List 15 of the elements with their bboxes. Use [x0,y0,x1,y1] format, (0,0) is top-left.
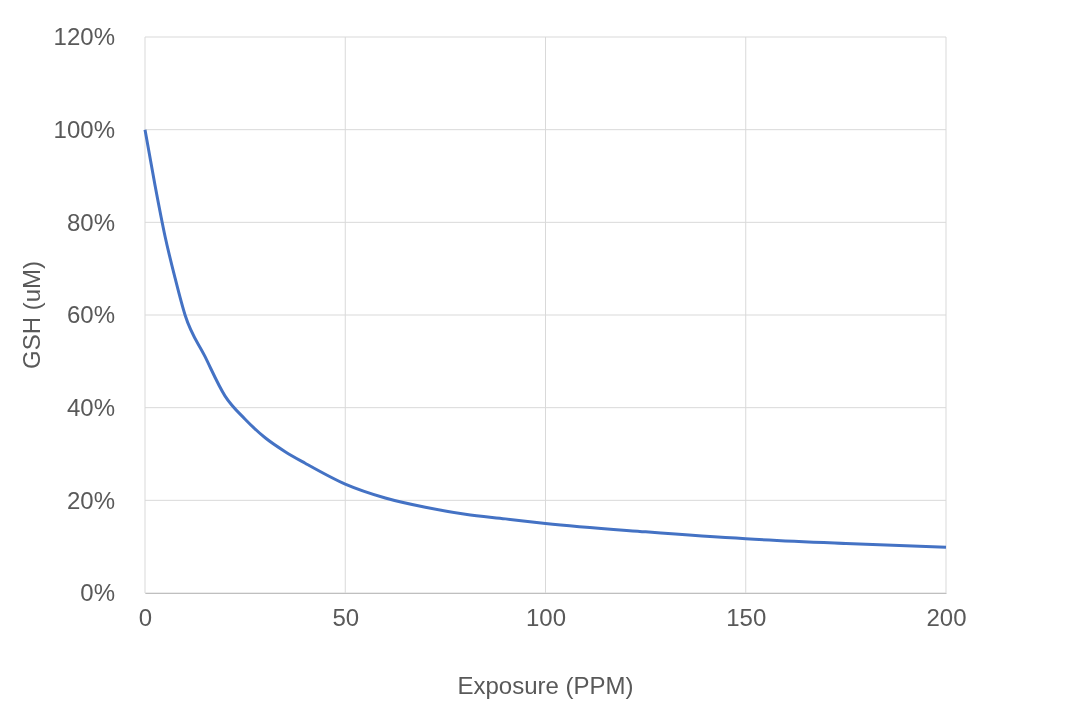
x-tick-label: 150 [726,604,767,632]
y-tick-label: 120% [53,23,115,51]
y-tick-label: 100% [53,115,115,143]
y-tick-label: 0% [80,579,115,607]
y-axis-title: GSH (uM) [18,261,45,369]
y-tick-label: 20% [66,486,115,514]
y-tick-label: 60% [66,301,115,329]
x-tick-label: 50 [332,604,360,632]
x-tick-label: 0 [138,604,153,632]
x-axis-title: Exposure (PPM) [457,672,634,699]
y-tick-label: 40% [66,393,115,421]
x-tick-label: 100 [525,604,567,632]
x-tick-label: 200 [926,604,967,632]
y-tick-label: 80% [66,208,115,236]
line-series [143,128,948,549]
